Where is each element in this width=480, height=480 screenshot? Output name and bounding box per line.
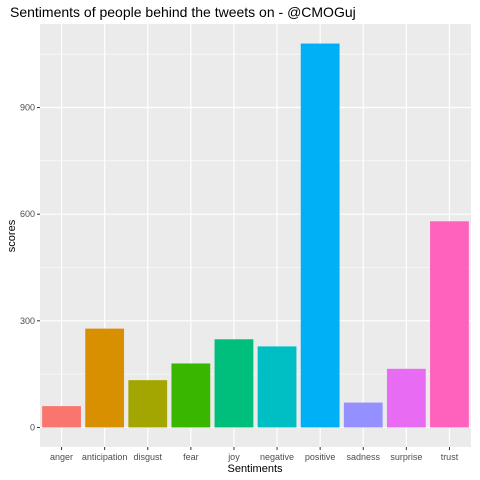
x-axis-ticks: anger anticipation disgust fear joy negative p… bbox=[50, 447, 459, 462]
x-tick-label: disgust bbox=[133, 452, 162, 462]
bar-negative bbox=[257, 346, 297, 428]
x-tick-label: joy bbox=[227, 452, 240, 462]
y-tick-label: 300 bbox=[20, 316, 35, 326]
y-tick-label: 900 bbox=[20, 103, 35, 113]
bar-joy bbox=[214, 339, 254, 428]
x-tick-label: positive bbox=[305, 452, 336, 462]
x-tick-label: fear bbox=[183, 452, 199, 462]
bar-anticipation bbox=[85, 328, 125, 428]
x-axis-title: Sentiments bbox=[227, 463, 283, 475]
y-axis-title: scores bbox=[6, 219, 18, 252]
bar-trust bbox=[430, 221, 469, 428]
bar-surprise bbox=[386, 368, 426, 428]
x-tick-label: sadness bbox=[346, 452, 380, 462]
chart-title: Sentiments of people behind the tweets o… bbox=[10, 4, 356, 20]
x-tick-label: surprise bbox=[390, 452, 422, 462]
y-tick-label: 0 bbox=[30, 422, 35, 432]
bar-positive bbox=[300, 43, 340, 428]
bars bbox=[42, 43, 469, 428]
bar-fear bbox=[171, 363, 211, 428]
bar-anger bbox=[42, 406, 81, 428]
x-tick-label: negative bbox=[260, 452, 294, 462]
x-tick-label: anticipation bbox=[82, 452, 128, 462]
y-tick-label: 600 bbox=[20, 209, 35, 219]
bar-disgust bbox=[128, 380, 168, 428]
bar-sadness bbox=[343, 402, 383, 428]
x-tick-label: trust bbox=[441, 452, 459, 462]
x-tick-label: anger bbox=[50, 452, 73, 462]
y-axis-ticks: 0 300 600 900 bbox=[20, 103, 40, 432]
